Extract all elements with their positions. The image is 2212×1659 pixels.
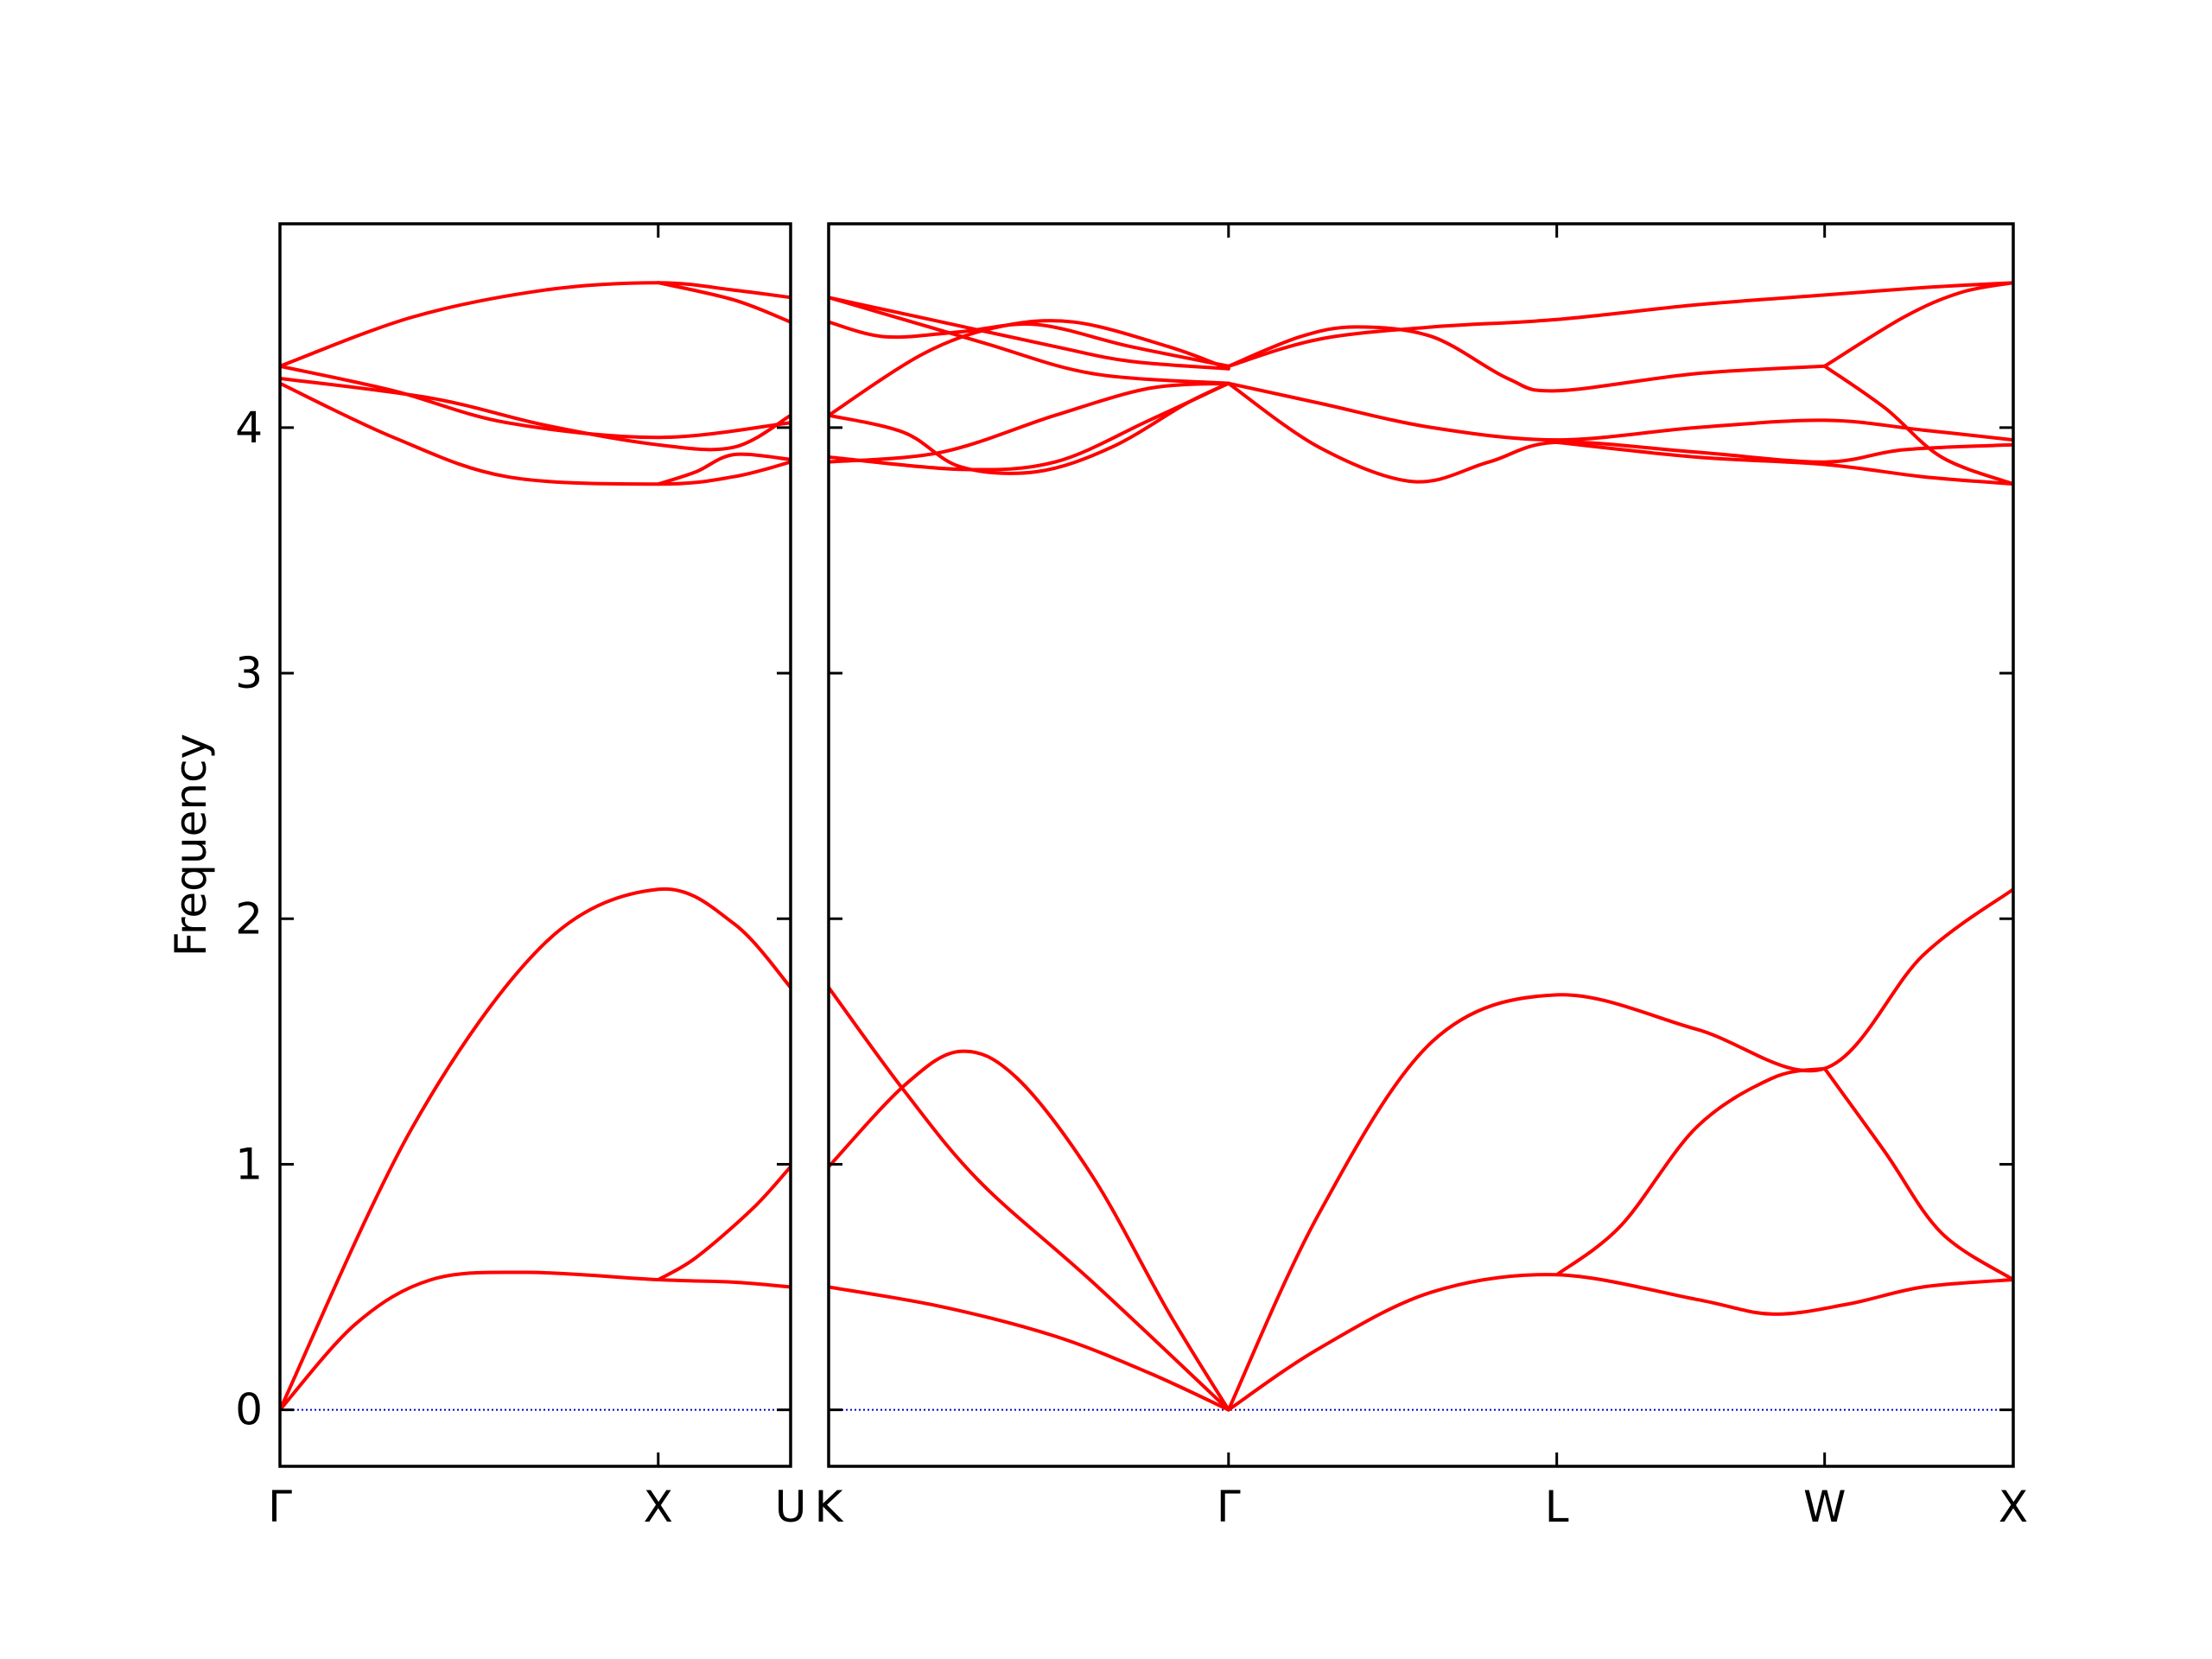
band-line-right-14 [1226, 281, 2013, 368]
band-line-left-2 [656, 1165, 791, 1281]
band-line-left-5 [280, 364, 791, 440]
band-line-right-20 [1822, 281, 2013, 368]
band-line-right-13 [829, 296, 1230, 385]
band-line-right-1 [829, 1049, 1230, 1412]
band-line-left-6 [280, 377, 791, 452]
band-line-left-3 [280, 281, 791, 368]
y-tick-label: 3 [235, 648, 263, 698]
band-line-right-3 [1226, 887, 2013, 1412]
y-tick-label: 4 [235, 403, 263, 453]
band-line-left-1 [280, 1270, 791, 1412]
plot-panels: 0 1 2 3 4 Γ X U K Γ L W X [235, 222, 2028, 1532]
band-line-right-18 [1554, 440, 2013, 486]
y-axis-label: Frequency [166, 734, 216, 957]
y-tick-label: 2 [235, 893, 263, 944]
y-tick-label: 0 [235, 1385, 263, 1435]
band-line-left-8 [656, 452, 791, 486]
band-line-right-12 [829, 381, 1230, 472]
band-line-right-5 [1554, 1066, 1827, 1277]
band-line-right-19 [1822, 364, 2013, 486]
x-tick-label: W [1803, 1482, 1846, 1532]
x-tick-label: Γ [1217, 1482, 1241, 1532]
band-line-right-9 [829, 319, 1230, 417]
band-line-right-11 [829, 381, 1230, 464]
x-tick-label: X [1999, 1482, 2028, 1532]
bands-right [829, 281, 2013, 1412]
band-line-right-16 [1226, 381, 2013, 442]
band-line-left-4 [656, 281, 791, 324]
band-line-right-7 [829, 296, 1230, 371]
band-line-right-17 [1226, 381, 2013, 484]
x-tick-label: L [1545, 1482, 1569, 1532]
x-tick-label: K [815, 1482, 844, 1532]
band-line-left-0 [280, 887, 791, 1412]
band-line-right-15 [1226, 325, 1827, 393]
band-line-left-7 [280, 381, 791, 486]
band-line-right-6 [1822, 1066, 2013, 1281]
y-tick-label: 1 [235, 1139, 263, 1189]
panel-left: 0 1 2 3 4 Γ X U [235, 222, 807, 1532]
plot-frame-left [278, 222, 792, 1468]
band-line-right-8 [829, 320, 1230, 368]
x-tick-label: Γ [268, 1482, 292, 1532]
band-line-right-4 [1226, 1273, 2013, 1412]
x-tick-label: X [644, 1482, 673, 1532]
band-line-right-2 [829, 1285, 1230, 1412]
x-tick-label: U [775, 1482, 807, 1532]
plot-frame-right [827, 222, 2015, 1468]
bands-left [280, 281, 791, 1412]
band-line-right-0 [829, 985, 1230, 1412]
